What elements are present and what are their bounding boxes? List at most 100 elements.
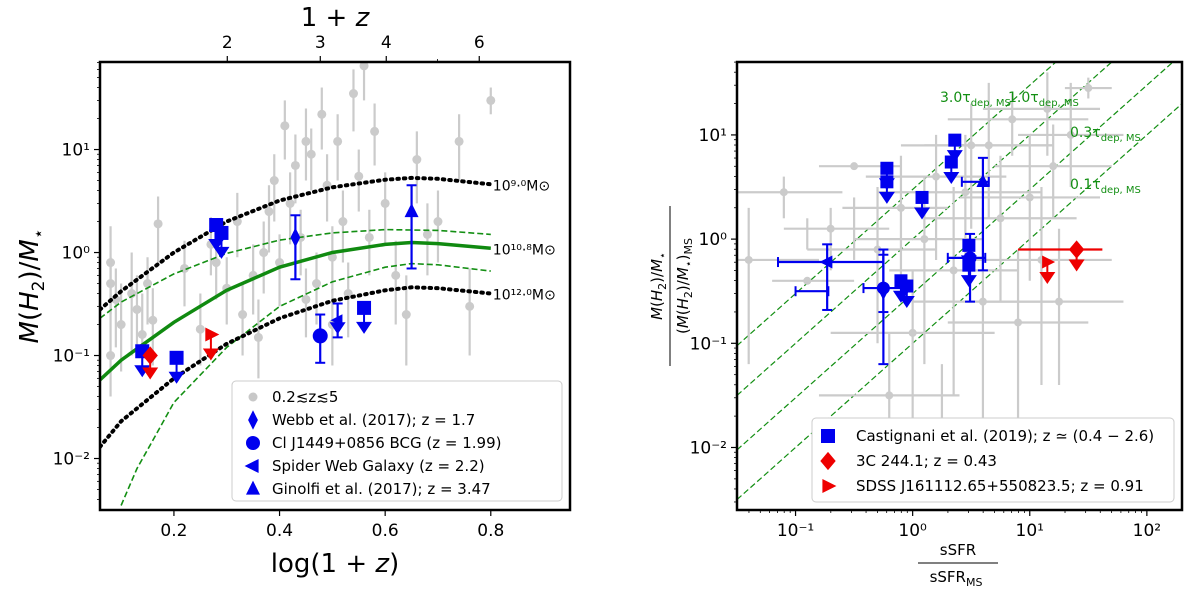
left-curve-3: [120, 262, 491, 506]
left-marker-5-2-arrow-head: [208, 239, 225, 252]
right-marker-1-0-arrow-head: [1068, 259, 1085, 272]
left-toptick-label-3: 6: [474, 33, 485, 53]
left-bg-point-30: [327, 252, 337, 262]
right-legend-label-1: 3C 244.1; z = 0.43: [856, 452, 997, 470]
left-ytick-label-1: 10⁻¹: [53, 347, 90, 367]
right-xtick-label-1: 10⁰: [898, 521, 927, 541]
right-bg-point-8: [932, 172, 941, 181]
left-curve-4: [100, 285, 493, 449]
left-bg-point-43: [422, 229, 432, 239]
left-marker-7-0: [205, 327, 220, 342]
right-xlabel-num: sSFR: [940, 541, 976, 559]
right-bg-point-20: [1014, 318, 1023, 327]
right-ytick-label-2: 10⁰: [699, 230, 728, 250]
left-bg-point-17: [259, 248, 269, 258]
right-marker-0-6-arrow-head: [960, 275, 977, 288]
right-depletion-line-0: [737, 62, 1057, 347]
left-bg-point-39: [380, 198, 390, 208]
right-legend-marker-0: [821, 429, 835, 443]
left-bg-point-23: [290, 160, 300, 170]
right-bg-point-21: [908, 328, 917, 337]
left-bg-point-28: [317, 109, 327, 119]
left-curve-1: [100, 240, 491, 382]
left-ytick-label-0: 10⁻²: [53, 450, 90, 470]
right-bg-point-12: [996, 214, 1005, 223]
right-depletion-label-0: 3.0τdep, MS: [940, 90, 1011, 109]
left-legend-marker-4: [246, 480, 260, 495]
left-marker-2-0: [312, 328, 328, 344]
right-marker-0-5: [962, 238, 976, 252]
right-marker-0-2-arrow-head: [914, 207, 931, 220]
right-ytick-label-3: 10¹: [699, 126, 727, 146]
left-xtick-label-0: 0.2: [160, 521, 187, 541]
right-bg-point-1: [779, 188, 788, 197]
left-xtick-label-3: 0.8: [477, 521, 504, 541]
left-bg-point-1: [106, 279, 116, 289]
left-toptick-label-0: 2: [222, 33, 233, 53]
right-marker-0-8: [894, 274, 908, 288]
right-bg-point-4: [850, 162, 859, 171]
left-bg-point-47: [486, 95, 496, 105]
right-marker-3-2: [963, 251, 977, 265]
left-bg-point-31: [333, 136, 343, 146]
left-bg-point-26: [306, 149, 316, 159]
right-marker-0-0: [880, 161, 894, 175]
left-bg-point-34: [348, 89, 358, 99]
left-bg-point-35: [354, 171, 364, 181]
left-legend-marker-1: [248, 410, 258, 430]
right-panel: 10⁻¹ 10⁰ 10¹ 10² 10⁻² 10⁻¹ 10⁰ 10¹ 3.0τdep, MS1…: [648, 60, 1184, 589]
right-bg-point-17: [1066, 130, 1075, 139]
left-bg-point-25: [301, 294, 311, 304]
left-bg-point-38: [370, 126, 380, 136]
left-legend-label-0: 0.2≲z≲5: [272, 388, 338, 406]
right-xlabel-den: sSFRMS: [930, 568, 983, 589]
left-markers: [134, 184, 419, 384]
right-legend-label-0: Castignani et al. (2019); z ≃ (0.4 − 2.6…: [856, 427, 1154, 445]
left-marker-5-3: [214, 225, 229, 240]
right-ylabel-num: M(H2)/M⋆: [648, 252, 669, 320]
right-ytick-label-1: 10⁻¹: [690, 334, 727, 354]
left-marker-6-0: [142, 346, 158, 365]
left-legend-label-2: Cl J1449+0856 BCG (z = 1.99): [272, 434, 502, 452]
right-markers: [776, 133, 1103, 366]
left-curve-0: [100, 175, 493, 312]
left-bg-point-8: [143, 279, 153, 289]
left-ticks: 0.2 0.4 0.6 0.8 10⁻² 10⁻¹ 10⁰ 10¹ 2 3 4 6: [53, 33, 505, 541]
right-depletion-label-2: 0.3τdep, MS: [1070, 125, 1141, 144]
left-bg-point-48: [253, 332, 263, 342]
left-ytick-label-2: 10⁰: [62, 244, 91, 264]
left-marker-1-0: [290, 227, 301, 248]
left-bg-point-32: [338, 217, 348, 227]
left-panel: 0.2 0.4 0.6 0.8 10⁻² 10⁻¹ 10⁰ 10¹ 2 3 4 6 log(1 + z…: [15, 3, 572, 579]
right-ticks: 10⁻¹ 10⁰ 10¹ 10² 10⁻² 10⁻¹ 10⁰ 10¹: [690, 61, 1161, 541]
left-bg-point-33: [343, 289, 353, 299]
left-marker-5-4: [357, 300, 372, 315]
right-marker-0-1-arrow-head: [878, 191, 895, 204]
left-bg-point-27: [312, 279, 322, 289]
right-bg-point-25: [885, 391, 894, 400]
right-legend-box: [811, 417, 1175, 503]
right-bg-point-19: [961, 188, 970, 197]
right-line-labels: 3.0τdep, MS1.0τdep, MS 0.3τdep, MS 0.1τdep…: [940, 90, 1141, 196]
right-marker-2-0-arrow-head: [1039, 272, 1056, 285]
right-bg-point-6: [896, 203, 905, 212]
left-xlabel: log(1 + z): [271, 549, 399, 579]
right-bg-point-14: [1025, 193, 1034, 202]
left-curve-labels: 10⁹·⁰M⊙ 10¹⁰·⁸M⊙ 10¹²·⁰M⊙: [493, 178, 556, 303]
right-bg-point-24: [1043, 104, 1052, 113]
right-marker-3-1: [976, 174, 990, 188]
right-xlabel: sSFR sSFRMS: [918, 541, 998, 589]
left-bg-point-12: [195, 324, 205, 334]
right-bg-point-5: [873, 245, 882, 254]
left-marker-3-0: [330, 314, 343, 327]
left-marker-5-1-arrow-head: [168, 371, 185, 384]
right-marker-2-0: [1042, 255, 1056, 269]
left-bg-point-44: [433, 217, 443, 227]
right-legend-label-2: SDSS J161112.65+550823.5; z = 0.91: [856, 477, 1144, 495]
right-legend-marker-1: [820, 451, 836, 471]
right-bg-point-0: [744, 255, 753, 264]
right-depletion-label-3: 0.1τdep, MS: [1070, 177, 1141, 196]
left-plot-frame: [98, 60, 572, 512]
left-bg-point-19: [269, 176, 279, 186]
